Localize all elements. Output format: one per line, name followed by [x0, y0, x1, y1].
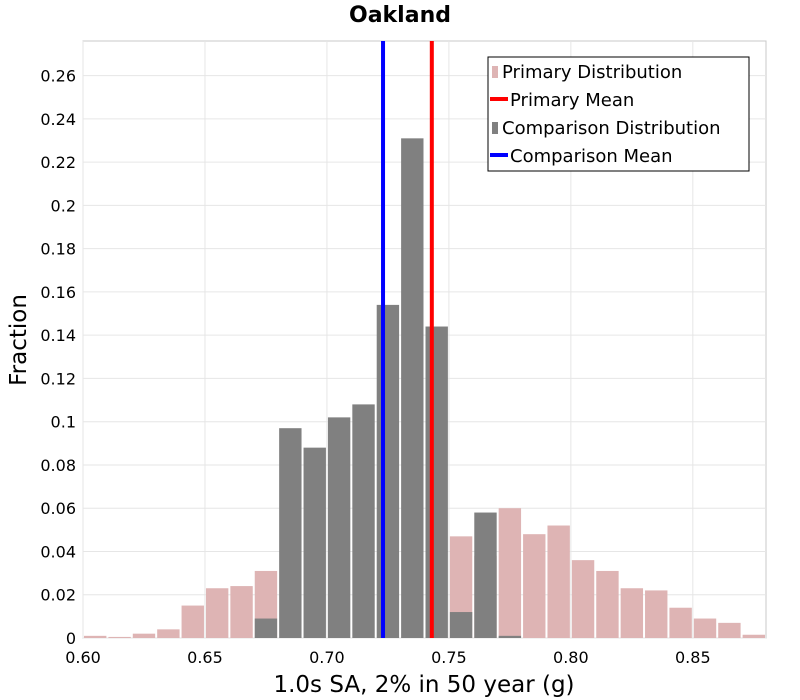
bar-comparison [498, 635, 522, 638]
bar-comparison [449, 612, 473, 638]
chart-title: Oakland [349, 3, 451, 28]
mean-lines [381, 41, 434, 638]
y-tick-label: 0.22 [40, 153, 76, 172]
x-tick-label: 0.85 [675, 648, 711, 667]
x-tick-label: 0.70 [309, 648, 345, 667]
bar-primary [620, 588, 644, 638]
bar-primary [718, 622, 741, 638]
bar-comparison [352, 404, 375, 638]
y-tick-label: 0.08 [40, 456, 76, 475]
y-tick-label: 0.04 [40, 542, 76, 561]
bar-primary [230, 586, 253, 638]
bar-comparison [327, 417, 351, 638]
y-axis-label: Fraction [6, 294, 32, 386]
bar-primary [742, 634, 765, 638]
legend-label-comparison-distribution: Comparison Distribution [502, 118, 721, 139]
y-tick-label: 0.14 [40, 326, 76, 345]
bar-comparison [303, 447, 326, 638]
legend: Primary Distribution Primary Mean Compar… [487, 56, 750, 172]
y-tick-label: 0.1 [51, 413, 76, 432]
bar-primary [547, 525, 570, 638]
y-tick-label: 0 [66, 629, 76, 648]
bar-comparison [254, 618, 278, 638]
y-tick-label: 0.26 [40, 67, 76, 86]
y-tick-label: 0.06 [40, 499, 76, 518]
bar-primary [132, 633, 156, 638]
legend-label-primary-mean: Primary Mean [510, 90, 634, 111]
legend-swatch-comparison-distribution [492, 122, 498, 134]
bar-primary [523, 534, 546, 638]
bar-primary [84, 635, 107, 638]
x-axis-ticks: 0.60 0.65 0.70 0.75 0.80 0.85 [65, 648, 710, 667]
x-tick-label: 0.75 [431, 648, 467, 667]
bar-primary [645, 590, 668, 638]
bar-primary [498, 508, 522, 638]
bar-comparison [376, 304, 400, 638]
x-tick-label: 0.65 [187, 648, 223, 667]
bar-primary [669, 607, 692, 638]
y-tick-label: 0.18 [40, 240, 76, 259]
legend-label-comparison-mean: Comparison Mean [510, 146, 673, 167]
bar-primary [108, 636, 131, 638]
y-tick-label: 0.16 [40, 283, 76, 302]
legend-box [487, 56, 750, 172]
bar-comparison [474, 512, 497, 638]
bar-primary [596, 570, 619, 638]
legend-swatch-primary-mean [490, 97, 508, 101]
y-tick-label: 0.12 [40, 369, 76, 388]
legend-swatch-primary-distribution [492, 66, 498, 78]
legend-swatch-comparison-mean [490, 153, 508, 157]
y-tick-label: 0.24 [40, 110, 76, 129]
bar-primary [181, 605, 204, 638]
x-axis-label: 1.0s SA, 2% in 50 year (g) [273, 672, 574, 698]
legend-label-primary-distribution: Primary Distribution [502, 62, 682, 83]
bar-primary [157, 629, 180, 638]
bar-comparison [425, 326, 448, 638]
bar-comparison [279, 428, 302, 638]
y-tick-label: 0.02 [40, 586, 76, 605]
bar-primary [205, 588, 229, 638]
y-axis-ticks: 0 0.02 0.04 0.06 0.08 0.1 0.12 0.14 0.16 0.18 0.2 0… [40, 67, 76, 648]
bar-primary [571, 560, 595, 638]
x-tick-label: 0.60 [65, 648, 101, 667]
y-tick-label: 0.2 [51, 196, 76, 215]
bar-comparison [401, 138, 424, 638]
x-tick-label: 0.80 [553, 648, 589, 667]
bar-primary [693, 618, 717, 638]
